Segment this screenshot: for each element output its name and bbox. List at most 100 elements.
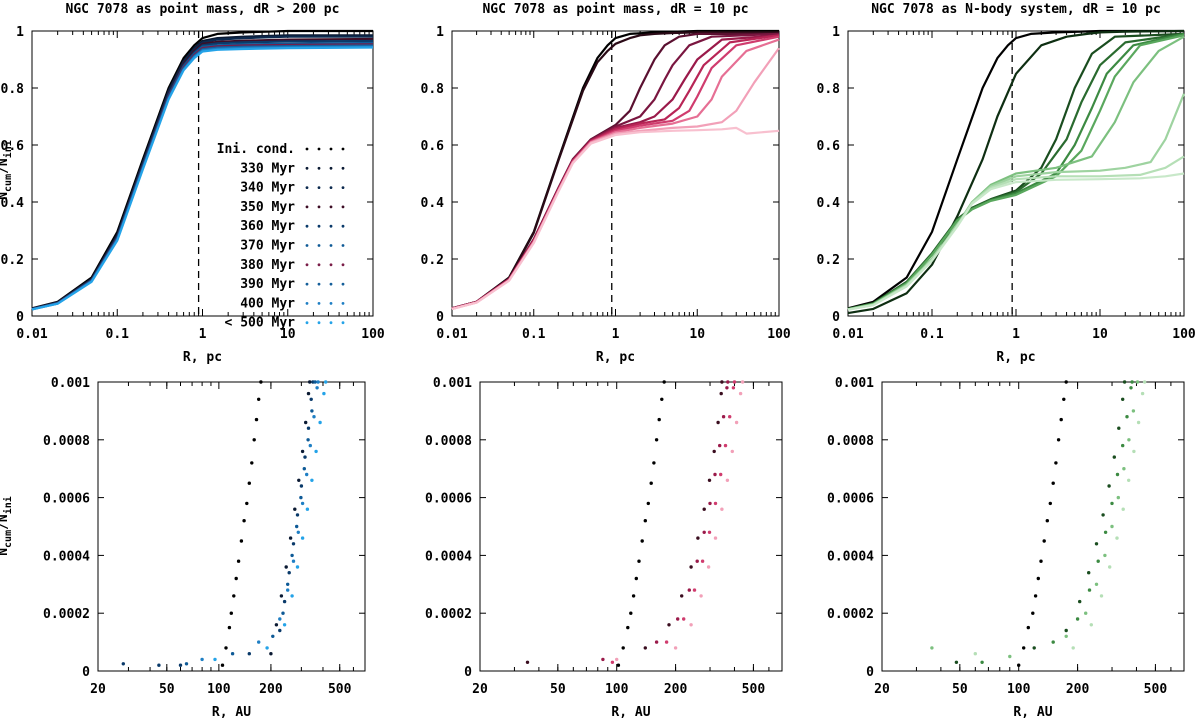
data-point [200,657,204,662]
y-tick-label: 0.0006 [43,492,90,507]
data-point [308,380,312,384]
x-tick-label: 500 [1144,682,1168,697]
series-line-2 [451,31,779,310]
x-tick-label: 100 [1172,327,1196,342]
data-point [1136,420,1141,425]
data-point [274,623,279,627]
data-point [732,380,737,384]
legend-marker [305,205,309,209]
legend-marker [329,166,333,170]
data-point [1129,386,1133,390]
legend-marker [317,186,321,190]
data-point [702,507,706,511]
data-point [1008,654,1012,659]
legend-label: 330 Myr [240,161,295,176]
legend-marker [317,321,321,325]
data-point [1096,559,1100,563]
legend-label: 350 Myr [240,200,295,215]
x-tick-label: 200 [664,682,688,697]
y-label-subscript: cum [3,174,14,192]
data-point [1084,611,1088,615]
data-point [1103,530,1108,534]
data-point [1078,599,1082,604]
y-label-text: N [0,548,11,556]
data-point [295,565,300,569]
x-axis-label: R, AU [1013,705,1052,720]
data-point [1026,625,1031,630]
data-point [637,559,641,563]
y-tick-label: 0.001 [51,376,90,391]
data-point [290,594,294,598]
data-point [1099,594,1104,598]
data-point [1059,417,1063,422]
data-point [239,539,244,543]
data-point [302,467,306,471]
data-point [1140,391,1145,396]
y-tick-label: 0.0002 [425,607,472,622]
y-label-text: /N [0,514,11,530]
data-point [640,539,644,543]
series-points-4 [930,380,1140,659]
data-point [626,625,630,630]
x-tick-label: 100 [361,327,385,342]
data-point [634,576,638,581]
legend-marker [317,224,321,228]
chart-panel-5: 0 0.0002 0.0004 0.0006 0.0008 0.001 20 50 100 200… [425,376,783,720]
y-label-subscript: ini [2,140,14,158]
legend-marker [341,282,345,286]
legend-marker [317,147,321,151]
data-point [1110,501,1114,506]
legend-marker [329,321,333,325]
data-point [313,380,317,384]
x-axis-label: R, AU [611,705,650,720]
data-point [295,524,299,529]
data-point [1039,559,1043,563]
data-point [310,478,314,482]
data-point [296,530,300,534]
data-point [254,417,259,422]
legend-marker [329,244,333,247]
y-tick-label: 1 [16,25,24,40]
legend-marker [329,302,333,305]
legend-label: 360 Myr [240,219,295,234]
data-point [234,576,238,581]
data-point [695,559,699,563]
data-point [259,380,263,384]
y-tick-label: 0.0004 [43,549,90,564]
series-line-8 [847,93,1186,311]
data-point [1032,646,1036,650]
legend-marker [305,321,309,325]
x-tick-label: 50 [952,682,968,697]
legend-marker [305,147,309,151]
series-points-3 [121,380,315,667]
data-point [286,588,290,592]
data-point [707,530,712,534]
series-points-6 [213,380,328,662]
x-tick-label: 200 [259,682,283,697]
legend-marker [341,186,345,190]
data-point [657,417,661,422]
y-tick-label: 0 [82,665,90,680]
data-point [616,663,621,667]
y-tick-label: 0.0008 [43,434,90,449]
data-point [1064,380,1068,384]
data-point [291,542,296,546]
chart-panel-1: NGC 7078 as point mass, dR > 200 pc 0 0.2 0… [1,2,385,365]
legend-marker [305,263,309,267]
x-tick-label: 0.01 [832,327,863,342]
data-point [730,449,734,454]
data-point [1142,380,1147,384]
data-point [269,652,273,656]
data-point [257,397,261,401]
data-point [310,409,314,413]
data-point [1122,380,1127,384]
data-point [1017,663,1021,667]
data-point [726,380,730,384]
data-point [731,386,736,390]
data-point [712,449,716,454]
data-point [740,380,745,384]
series-points-3 [980,380,1134,664]
data-point [718,443,722,448]
data-point [314,449,318,454]
series-points-4 [610,380,737,664]
